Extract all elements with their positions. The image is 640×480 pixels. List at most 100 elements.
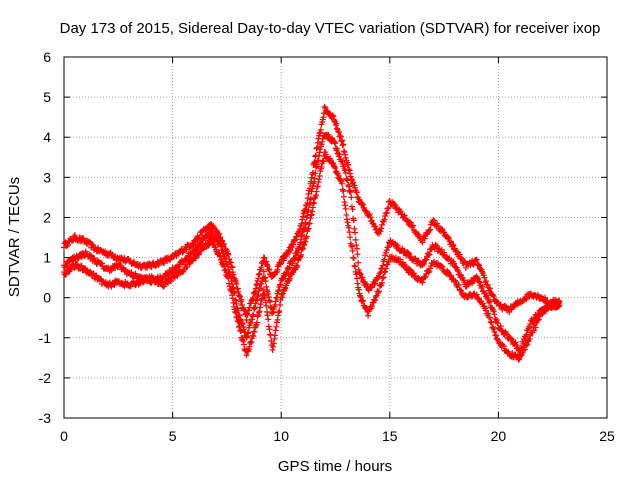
- data-point: [269, 346, 276, 353]
- data-point: [335, 129, 342, 136]
- data-point: [305, 190, 312, 197]
- data-point: [311, 200, 318, 207]
- data-point: [225, 266, 232, 273]
- data-point: [339, 137, 346, 144]
- data-point: [452, 278, 459, 285]
- x-tick-label: 0: [60, 428, 68, 444]
- data-point: [217, 240, 224, 247]
- data-point: [394, 242, 401, 249]
- data-point: [144, 264, 151, 271]
- data-point: [341, 199, 348, 206]
- data-point: [258, 295, 265, 302]
- data-point: [310, 199, 317, 206]
- data-point: [378, 225, 385, 232]
- data-point: [306, 220, 313, 227]
- data-point: [74, 261, 81, 268]
- data-point: [87, 268, 94, 275]
- data-point: [62, 271, 69, 278]
- data-point: [476, 278, 483, 285]
- data-point: [337, 133, 344, 140]
- data-point: [494, 299, 501, 306]
- data-point: [188, 258, 195, 265]
- data-point: [344, 177, 351, 184]
- data-point: [233, 313, 240, 320]
- data-point: [305, 225, 312, 232]
- y-tick-label: 2: [43, 209, 51, 225]
- data-point: [301, 242, 308, 249]
- data-point: [343, 216, 350, 223]
- data-point: [265, 294, 272, 301]
- data-point: [320, 158, 327, 165]
- data-point: [236, 293, 243, 300]
- y-tick-label: -3: [39, 410, 52, 426]
- data-point: [274, 266, 281, 273]
- data-point: [267, 331, 274, 338]
- data-point: [236, 323, 243, 330]
- data-point: [313, 188, 320, 195]
- data-point: [347, 173, 354, 180]
- data-point: [280, 257, 287, 264]
- data-point: [240, 326, 247, 333]
- y-tick-label: 0: [43, 290, 51, 306]
- data-point: [401, 212, 408, 219]
- data-point: [527, 332, 534, 339]
- data-point: [347, 170, 354, 177]
- data-point: [372, 280, 379, 287]
- data-point: [340, 193, 347, 200]
- data-point: [258, 297, 265, 304]
- data-point: [75, 254, 82, 261]
- data-point: [244, 310, 251, 317]
- data-point: [335, 172, 342, 179]
- data-point: [486, 314, 493, 321]
- data-point: [224, 247, 231, 254]
- data-point: [257, 301, 264, 308]
- data-point: [316, 176, 323, 183]
- data-point: [64, 241, 71, 248]
- data-point: [347, 234, 354, 241]
- y-tick-label: 1: [43, 250, 51, 266]
- data-point: [343, 176, 350, 183]
- data-point: [296, 254, 303, 261]
- gridlines: [64, 57, 607, 418]
- data-point: [256, 284, 263, 291]
- data-point: [379, 275, 386, 282]
- data-point: [299, 231, 306, 238]
- data-point: [382, 212, 389, 219]
- data-point: [263, 302, 270, 309]
- data-point: [239, 334, 246, 341]
- data-point: [348, 243, 355, 250]
- data-point: [256, 270, 263, 277]
- data-point: [478, 285, 485, 292]
- data-point: [264, 262, 271, 269]
- x-tick-label: 20: [491, 428, 507, 444]
- data-point: [434, 222, 441, 229]
- data-point: [312, 170, 319, 177]
- data-point: [266, 326, 273, 333]
- data-point: [209, 238, 216, 245]
- data-point: [449, 241, 456, 248]
- data-point: [312, 192, 319, 199]
- data-point: [500, 343, 507, 350]
- data-point: [314, 183, 321, 190]
- data-point: [333, 120, 340, 127]
- data-point: [497, 323, 504, 330]
- data-point: [475, 261, 482, 268]
- data-point: [217, 234, 224, 241]
- data-point: [208, 236, 215, 243]
- data-point: [230, 284, 237, 291]
- data-point: [399, 245, 406, 252]
- data-point: [221, 255, 228, 262]
- data-point: [348, 194, 355, 201]
- data-point: [216, 230, 223, 237]
- data-point: [348, 242, 355, 249]
- data-point: [485, 310, 492, 317]
- data-point: [314, 139, 321, 146]
- data-point: [222, 255, 229, 262]
- data-point: [247, 339, 254, 346]
- data-point: [494, 319, 501, 326]
- data-point: [255, 271, 262, 278]
- data-point: [263, 261, 270, 268]
- data-point: [282, 285, 289, 292]
- data-point: [229, 292, 236, 299]
- x-axis-label: GPS time / hours: [278, 458, 392, 475]
